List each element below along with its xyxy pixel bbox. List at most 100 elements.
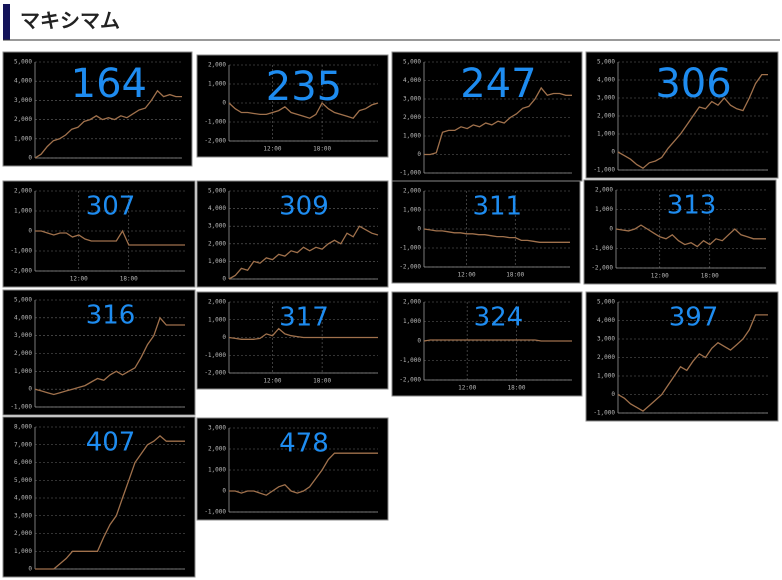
chart-tile	[2, 51, 193, 167]
machine-number: 311	[472, 192, 522, 222]
y-tick-label: 2,000	[14, 116, 32, 123]
y-tick-label: 0	[28, 566, 32, 573]
y-tick-label: 2,000	[14, 188, 32, 195]
x-tick-label: 18:00	[120, 276, 138, 283]
y-tick-label: 1,000	[403, 318, 421, 325]
y-tick-label: -1,000	[10, 404, 32, 411]
y-tick-label: 2,000	[208, 240, 226, 247]
machine-number: 324	[474, 303, 524, 333]
page-title: マキシマム	[20, 9, 120, 33]
y-tick-label: 1,000	[597, 131, 615, 138]
y-tick-label: 4,000	[403, 77, 421, 84]
y-tick-label: 0	[222, 100, 226, 107]
data-line	[423, 339, 572, 342]
data-line	[424, 86, 572, 156]
machine-number: 313	[667, 191, 717, 221]
y-tick-label: 5,000	[403, 59, 421, 66]
y-tick-label: -2,000	[399, 264, 421, 271]
y-tick-label: 0	[222, 276, 226, 283]
y-tick-label: 0	[611, 391, 615, 398]
y-tick-label: 2,000	[595, 187, 613, 194]
y-tick-label: 5,000	[14, 297, 32, 304]
x-tick-label: 12:00	[458, 272, 476, 279]
y-tick-label: 4,000	[597, 317, 615, 324]
y-tick-label: -2,000	[591, 265, 613, 272]
y-tick-label: 3,000	[208, 223, 226, 230]
machine-number: 307	[86, 192, 136, 222]
machine-number: 397	[669, 303, 719, 333]
y-tick-label: 1,000	[208, 467, 226, 474]
y-tick-label: -1,000	[10, 248, 32, 255]
header-accent	[3, 4, 10, 40]
x-tick-label: 12:00	[458, 385, 476, 392]
machine-number: 478	[279, 429, 329, 459]
y-tick-label: 3,000	[208, 425, 226, 432]
data-line	[617, 314, 768, 412]
y-tick-label: 2,000	[14, 350, 32, 357]
y-tick-label: 1,000	[208, 258, 226, 265]
y-tick-label: -2,000	[204, 370, 226, 377]
y-tick-label: -2,000	[399, 377, 421, 384]
y-tick-label: 2,000	[208, 62, 226, 69]
y-tick-label: 1,000	[14, 208, 32, 215]
y-tick-label: -1,000	[399, 245, 421, 252]
y-tick-label: 0	[28, 155, 32, 162]
machine-number: 235	[266, 64, 342, 110]
y-tick-label: 0	[222, 488, 226, 495]
y-tick-label: 3,000	[14, 97, 32, 104]
y-tick-label: 5,000	[14, 59, 32, 66]
y-tick-label: 0	[417, 226, 421, 233]
y-tick-label: 6,000	[14, 459, 32, 466]
y-tick-label: -1,000	[593, 410, 615, 417]
y-tick-label: -1,000	[204, 352, 226, 359]
y-tick-label: 0	[222, 334, 226, 341]
machine-number: 309	[279, 192, 329, 222]
data-line	[228, 101, 379, 119]
y-tick-label: 5,000	[208, 188, 226, 195]
y-tick-label: -1,000	[591, 245, 613, 252]
y-tick-label: 5,000	[597, 59, 615, 66]
y-tick-label: 4,000	[14, 495, 32, 502]
y-tick-label: 2,000	[403, 114, 421, 121]
y-tick-label: -1,000	[399, 170, 421, 177]
y-tick-label: 3,000	[597, 95, 615, 102]
y-tick-label: -1,000	[204, 119, 226, 126]
y-tick-label: 4,000	[208, 205, 226, 212]
y-tick-label: 0	[417, 338, 421, 345]
y-tick-label: -2,000	[10, 268, 32, 275]
data-line	[615, 224, 766, 248]
machine-number: 407	[86, 428, 136, 458]
y-tick-label: 1,000	[208, 81, 226, 88]
y-tick-label: 1,000	[14, 548, 32, 555]
y-tick-label: 7,000	[14, 441, 32, 448]
y-tick-label: -1,000	[204, 509, 226, 516]
x-tick-label: 18:00	[701, 273, 719, 280]
chart-tile	[391, 180, 581, 284]
y-tick-label: 3,000	[14, 512, 32, 519]
x-tick-label: 12:00	[651, 273, 669, 280]
x-tick-label: 12:00	[263, 146, 281, 153]
y-tick-label: 2,000	[597, 354, 615, 361]
y-tick-label: -2,000	[204, 138, 226, 145]
y-tick-label: 4,000	[14, 78, 32, 85]
data-line	[35, 435, 185, 570]
y-tick-label: 3,000	[14, 332, 32, 339]
data-line	[34, 89, 182, 159]
data-line	[228, 327, 378, 340]
y-tick-label: 0	[609, 226, 613, 233]
data-line	[228, 225, 379, 280]
y-tick-label: -1,000	[593, 167, 615, 174]
machine-number: 316	[86, 301, 136, 331]
x-tick-label: 12:00	[263, 378, 281, 385]
data-line	[35, 229, 185, 246]
x-tick-label: 18:00	[506, 272, 524, 279]
y-tick-label: 0	[611, 149, 615, 156]
y-tick-label: -1,000	[399, 357, 421, 364]
y-tick-label: 5,000	[14, 477, 32, 484]
y-tick-label: 2,000	[208, 299, 226, 306]
machine-number: 164	[71, 61, 147, 107]
y-tick-label: 1,000	[595, 206, 613, 213]
y-tick-label: 0	[28, 386, 32, 393]
